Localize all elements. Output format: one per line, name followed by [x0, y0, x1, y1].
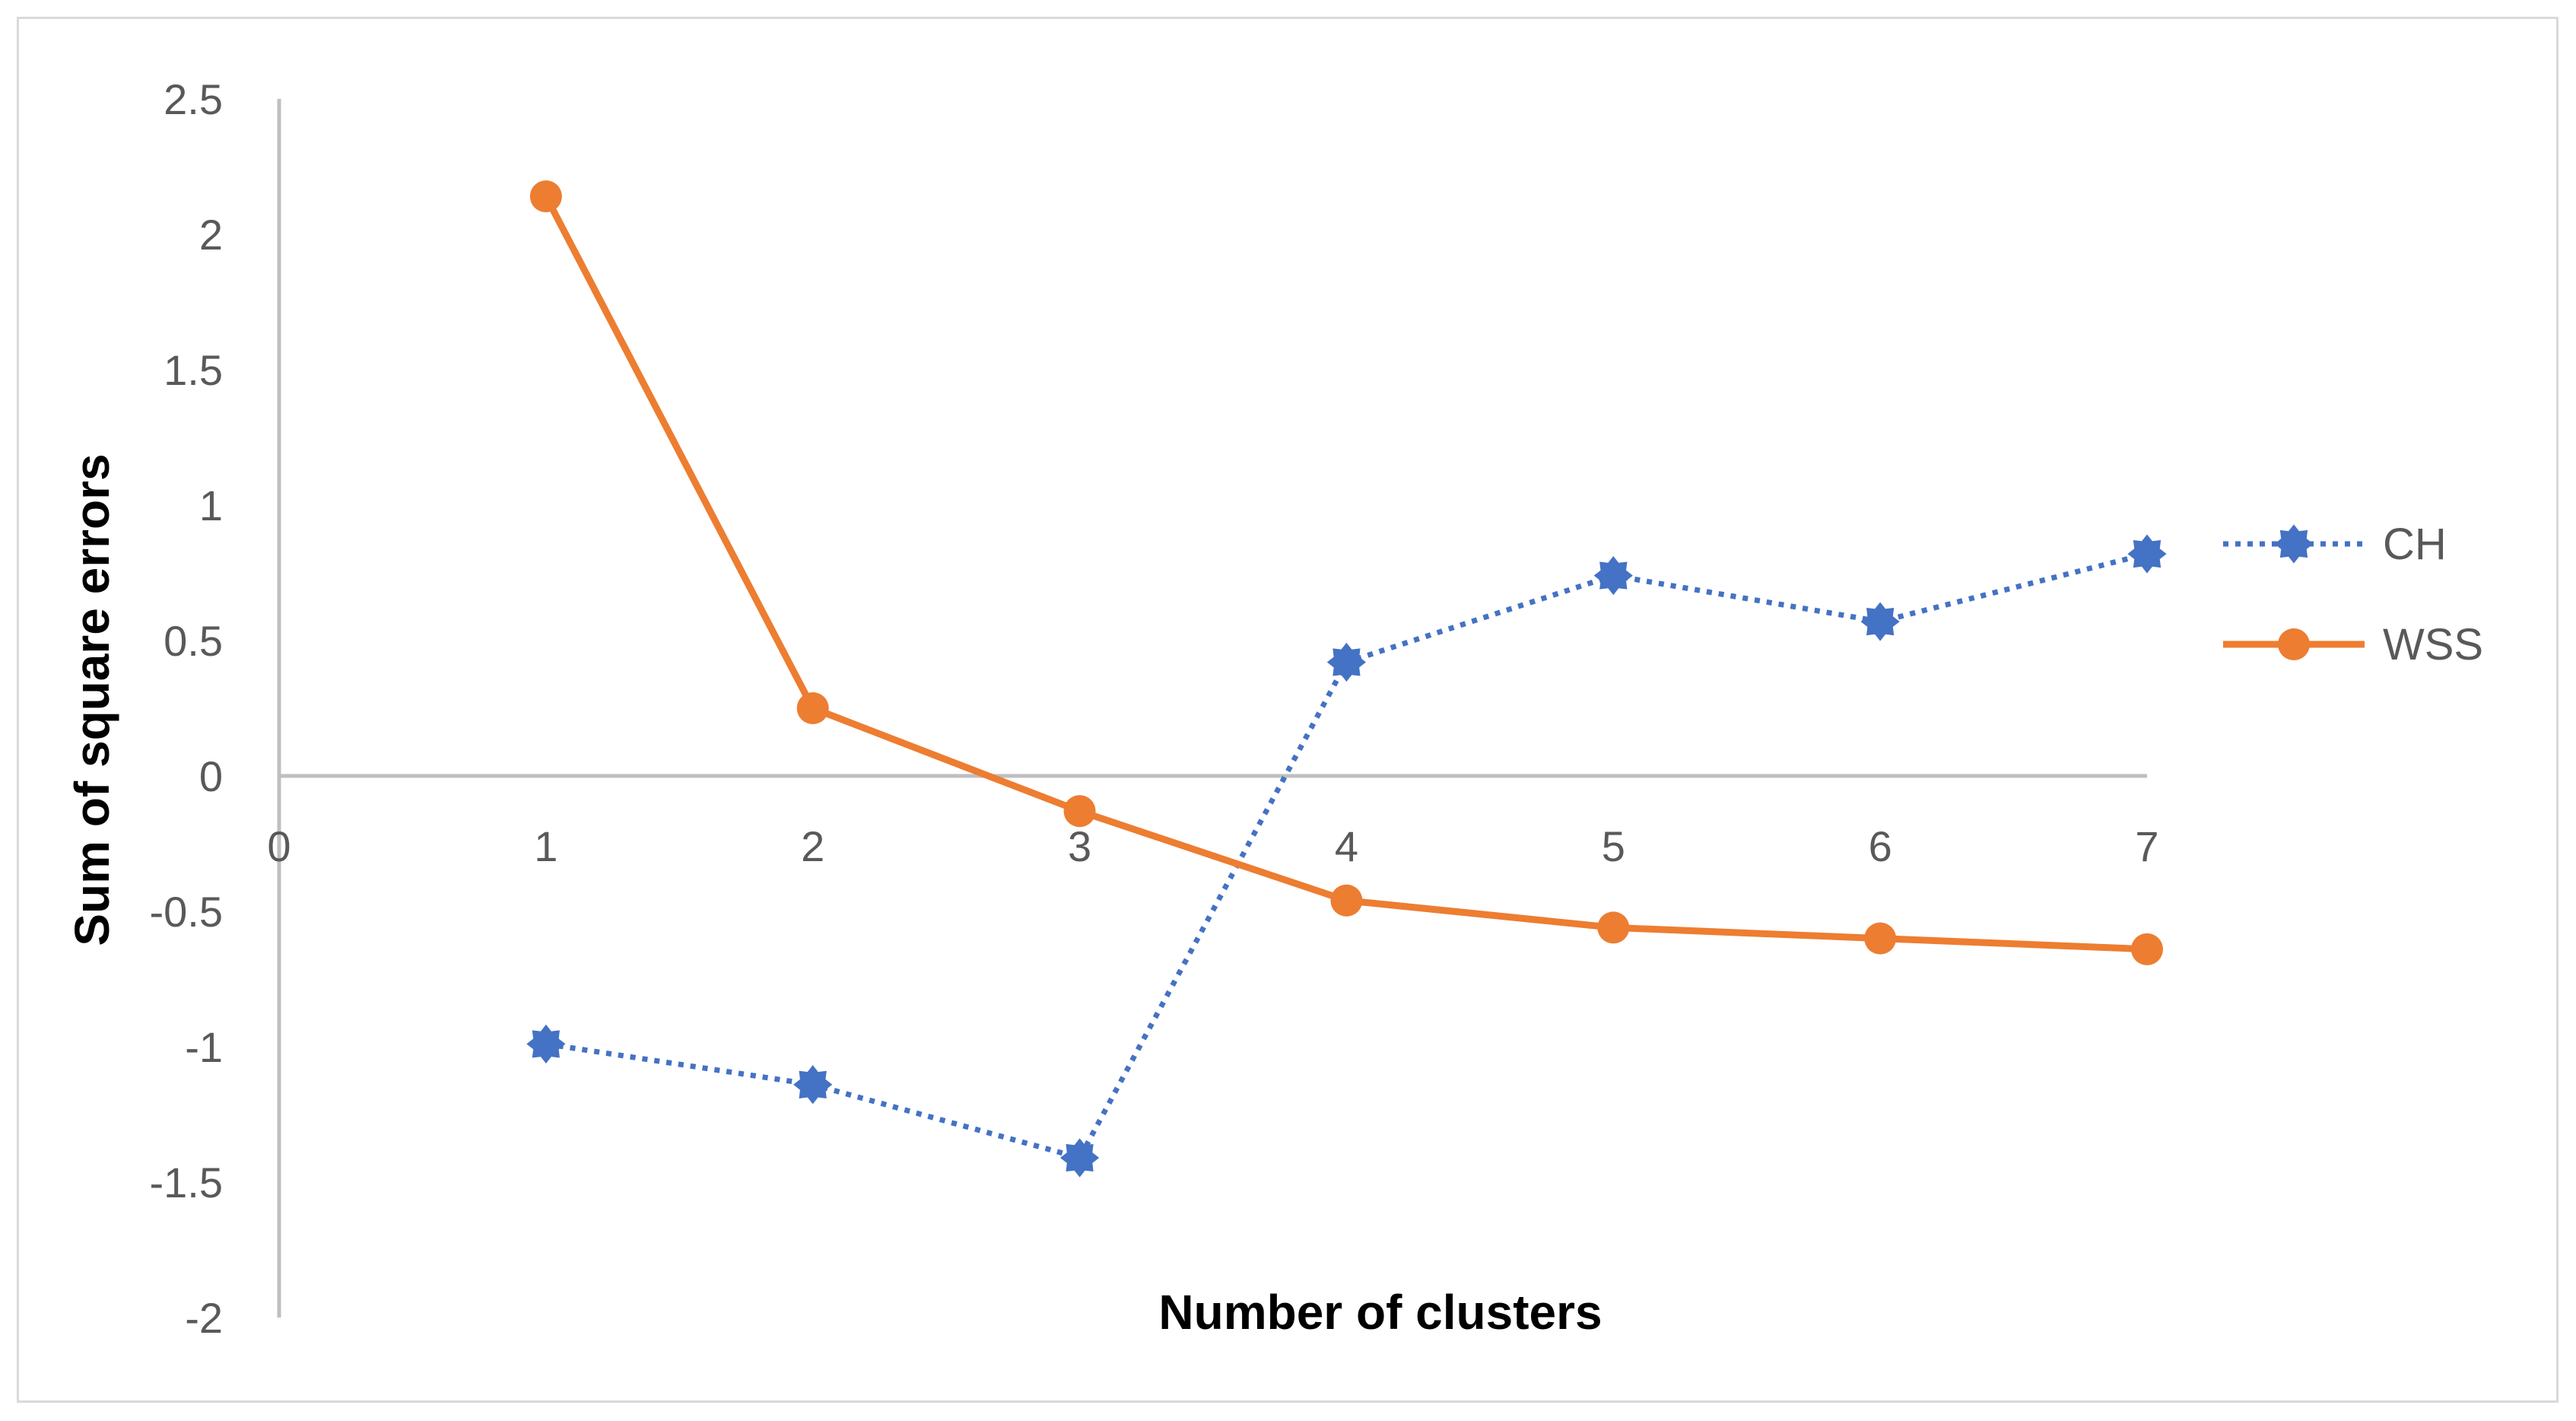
- legend-marker-wss: [2278, 628, 2310, 660]
- series-wss: [529, 180, 2163, 965]
- legend-marker-ch: [2274, 524, 2314, 564]
- data-point-wss: [1330, 884, 1363, 917]
- data-point-wss: [796, 692, 829, 724]
- y-tick-label: -1.5: [150, 1159, 224, 1206]
- x-tick-labels: 0 1 2 3 4 5 6 7: [267, 822, 2158, 870]
- data-point-wss: [1597, 911, 1630, 944]
- axes: [277, 99, 2147, 1318]
- y-tick-label: 0.5: [164, 617, 223, 665]
- data-point-ch: [526, 1024, 566, 1064]
- series-ch: [526, 534, 2167, 1178]
- line-chart: 2.5 2 1.5 1 0.5 0 -0.5 -1 -1.5 -2 0 1 2 3 4 5 6 7 Number…: [65, 75, 2483, 1342]
- y-tick-label: -0.5: [150, 888, 224, 936]
- y-tick-label: -1: [185, 1023, 223, 1071]
- x-tick-label: 5: [1602, 822, 1625, 870]
- data-point-ch: [1326, 642, 1367, 682]
- data-point-wss: [1864, 922, 1897, 955]
- y-tick-label: 1: [199, 482, 223, 529]
- y-tick-label: 0: [199, 752, 223, 800]
- legend-label-wss: WSS: [2383, 620, 2483, 669]
- y-tick-label: 1.5: [164, 346, 223, 394]
- series: [526, 180, 2167, 1178]
- data-point-ch: [793, 1065, 833, 1105]
- legend-label-ch: CH: [2383, 520, 2447, 569]
- y-tick-label: 2.5: [164, 75, 223, 123]
- data-point-ch: [1593, 555, 1633, 596]
- chart-frame: 2.5 2 1.5 1 0.5 0 -0.5 -1 -1.5 -2 0 1 2 3 4 5 6 7 Number…: [17, 17, 2559, 1403]
- data-point-wss: [1063, 795, 1096, 828]
- x-tick-label: 2: [801, 822, 824, 870]
- x-tick-label: 4: [1335, 822, 1358, 870]
- y-tick-label: -2: [185, 1294, 223, 1342]
- legend-entry-ch: CH: [2223, 520, 2447, 569]
- x-tick-label: 0: [267, 822, 291, 870]
- legend: CH WSS: [2223, 520, 2483, 669]
- legend-entry-wss: WSS: [2223, 620, 2483, 669]
- x-axis-title: Number of clusters: [1158, 1285, 1602, 1340]
- data-point-ch: [1059, 1138, 1100, 1178]
- data-point-wss: [529, 180, 562, 213]
- y-tick-label: 2: [199, 211, 223, 259]
- y-tick-labels: 2.5 2 1.5 1 0.5 0 -0.5 -1 -1.5 -2: [150, 75, 224, 1342]
- data-point-wss: [2131, 933, 2163, 965]
- x-tick-label: 1: [534, 822, 557, 870]
- data-point-ch: [1860, 602, 1900, 641]
- x-tick-label: 3: [1068, 822, 1091, 870]
- x-tick-label: 7: [2135, 822, 2158, 870]
- x-tick-label: 6: [1869, 822, 1892, 870]
- y-axis-title: Sum of square errors: [65, 453, 119, 946]
- data-point-ch: [2127, 534, 2167, 574]
